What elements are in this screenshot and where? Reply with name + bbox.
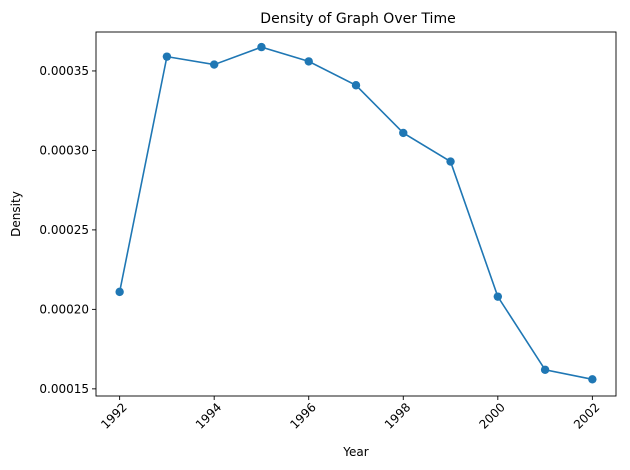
data-point-1998 <box>399 128 408 138</box>
y-axis: 0.00015 0.00020 0.00025 0.00030 0.00035 <box>39 64 96 396</box>
data-point-1996 <box>304 57 313 66</box>
data-point-2002 <box>588 375 597 384</box>
y-tick-label: 0.00035 <box>39 64 89 78</box>
data-point-1995 <box>257 42 266 52</box>
data-point-1997 <box>351 81 361 90</box>
data-point-1992 <box>115 287 124 297</box>
plot-area <box>115 42 597 384</box>
data-point-2000 <box>493 292 503 301</box>
axes-frame <box>95 31 617 397</box>
data-point-1999 <box>446 157 455 166</box>
data-point-1993 <box>162 52 172 61</box>
chart-title: Density of Graph Over Time <box>260 11 455 27</box>
y-tick-label: 0.00020 <box>39 302 89 316</box>
data-point-1994 <box>209 60 219 69</box>
data-point-2001 <box>540 365 550 374</box>
y-tick-label: 0.00025 <box>39 223 89 237</box>
x-axis-label: Year <box>342 445 368 459</box>
y-axis-label: Density <box>9 191 23 237</box>
y-tick-label: 0.00030 <box>39 143 89 157</box>
y-tick-label: 0.00015 <box>39 382 89 396</box>
